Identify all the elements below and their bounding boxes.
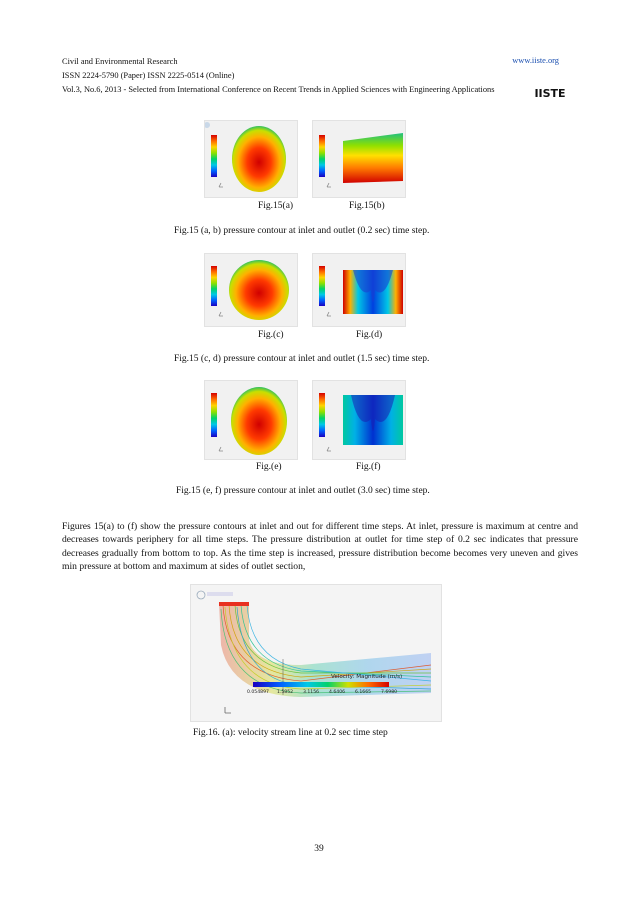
fig15e-label: Fig.(e) bbox=[256, 462, 282, 472]
iiste-logo: IISTE bbox=[535, 78, 565, 104]
journal-name: Civil and Environmental Research bbox=[62, 57, 178, 66]
fig15d-outlet-contour bbox=[312, 253, 406, 327]
fig15c-label: Fig.(c) bbox=[258, 330, 284, 340]
svg-text:1.5852: 1.5852 bbox=[277, 689, 293, 695]
caption-fig15-ef: Fig.15 (e, f) pressure contour at inlet … bbox=[176, 486, 430, 496]
svg-text:6.1665: 6.1665 bbox=[355, 689, 371, 695]
svg-text:0.054897: 0.054897 bbox=[247, 689, 269, 695]
caption-fig15-ab: Fig.15 (a, b) pressure contour at inlet … bbox=[174, 226, 430, 236]
fig15c-inlet-contour bbox=[204, 253, 298, 327]
svg-text:7.6980: 7.6980 bbox=[381, 689, 397, 695]
fig15e-inlet-contour bbox=[204, 380, 298, 460]
fig15b-outlet-contour bbox=[312, 120, 406, 198]
svg-text:IISTE: IISTE bbox=[535, 87, 565, 100]
caption-fig16: Fig.16. (a): velocity stream line at 0.2… bbox=[193, 728, 388, 738]
svg-text:4.6406: 4.6406 bbox=[329, 689, 345, 695]
fig15a-label: Fig.15(a) bbox=[258, 201, 294, 211]
issn-line: ISSN 2224-5790 (Paper) ISSN 2225-0514 (O… bbox=[62, 71, 235, 80]
fig15f-outlet-contour bbox=[312, 380, 406, 460]
svg-text:Velocity: Magnitude (m/s): Velocity: Magnitude (m/s) bbox=[331, 674, 402, 680]
fig16-velocity-streamlines: Velocity: Magnitude (m/s) 0.054897 1.585… bbox=[190, 584, 442, 722]
volume-line: Vol.3, No.6, 2013 - Selected from Intern… bbox=[62, 85, 495, 94]
body-paragraph: Figures 15(a) to (f) show the pressure c… bbox=[62, 521, 578, 572]
fig15d-label: Fig.(d) bbox=[356, 330, 383, 340]
journal-url-link[interactable]: www.iiste.org bbox=[512, 56, 559, 65]
fig15a-inlet-contour bbox=[204, 120, 298, 198]
svg-text:3.1156: 3.1156 bbox=[303, 689, 319, 695]
fig15b-label: Fig.15(b) bbox=[349, 201, 385, 211]
fig15f-label: Fig.(f) bbox=[356, 462, 381, 472]
caption-fig15-cd: Fig.15 (c, d) pressure contour at inlet … bbox=[174, 354, 430, 364]
page-number: 39 bbox=[314, 844, 324, 854]
